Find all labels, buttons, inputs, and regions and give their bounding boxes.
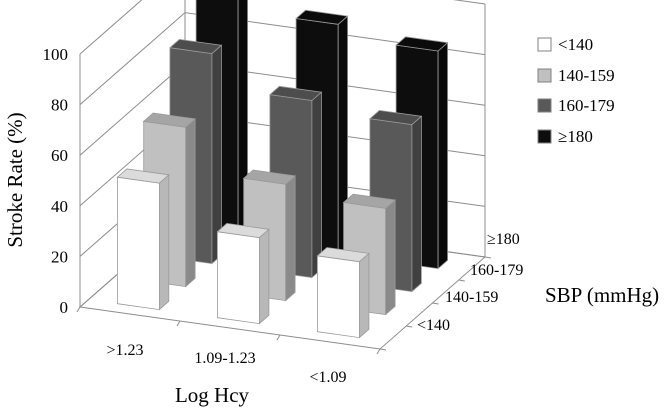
y-tick-label: 100: [43, 45, 69, 64]
legend-label: ≥180: [558, 127, 593, 146]
bar-top: [342, 193, 397, 209]
legend-item: <140: [537, 35, 593, 54]
legend-item: 140-159: [537, 66, 615, 85]
gridline: [79, 0, 486, 55]
x-tick: [176, 320, 181, 327]
x-tick: [276, 334, 281, 341]
y-tick-label: 80: [51, 96, 68, 115]
z-tick: [379, 348, 387, 351]
x-tick-label: 1.09-1.23: [194, 350, 255, 367]
bar: [216, 222, 270, 325]
bar-top: [142, 112, 197, 128]
bar-side: [437, 41, 449, 270]
legend-label: 140-159: [558, 66, 615, 85]
z-tick-label: 140-159: [445, 289, 498, 306]
bar-top: [216, 222, 270, 239]
x-tick-label: >1.23: [106, 342, 143, 359]
z-tick: [432, 302, 439, 305]
z-tick-label: 160-179: [470, 262, 523, 279]
legend-label: 160-179: [558, 96, 615, 115]
bar-side: [411, 115, 422, 293]
bar-top: [295, 9, 349, 25]
bar-top: [268, 85, 323, 101]
z-tick: [484, 256, 492, 259]
x-axis-label: Log Hcy: [175, 383, 250, 407]
legend-label: <140: [558, 35, 593, 54]
legend-swatch: [537, 98, 552, 113]
y-tick-label: 60: [51, 146, 68, 165]
bar-top: [168, 38, 223, 55]
z-tick: [458, 279, 465, 282]
bar-top: [316, 247, 370, 263]
y-tick-label: 20: [51, 247, 68, 266]
y-tick-label: 0: [60, 298, 69, 317]
bar-side: [158, 173, 170, 311]
z-axis-label: SBP (mmHg): [545, 283, 659, 307]
bar-front: [316, 255, 360, 339]
x-tick: [76, 306, 81, 313]
x-axis: >1.23 1.09-1.23 <1.09 Log Hcy: [106, 342, 346, 407]
bars: [116, 0, 449, 339]
y-tick-label: 40: [51, 197, 68, 216]
z-tick-label: <140: [417, 317, 450, 334]
bar-side: [358, 252, 370, 339]
legend-swatch: [537, 37, 552, 52]
bar-top: [395, 36, 449, 52]
z-tick-label: ≥180: [487, 231, 520, 248]
legend-swatch: [537, 129, 552, 144]
bar-side: [311, 91, 322, 279]
y-axis-label: Stroke Rate (%): [3, 112, 27, 247]
legend-item: 160-179: [537, 96, 615, 115]
z-axis: <140 140-159 160-179 ≥180 SBP (mmHg): [417, 231, 659, 334]
bar: [316, 247, 370, 339]
x-tick-label: <1.09: [309, 369, 346, 386]
bar-side: [285, 175, 296, 302]
bar-front: [117, 176, 160, 311]
bar-top: [368, 109, 423, 126]
bar-top: [116, 168, 170, 184]
x-tick: [376, 348, 381, 355]
z-tick: [406, 325, 413, 328]
y-axis: 0 20 40 60 80 100 Stroke Rate (%): [3, 45, 68, 317]
legend-item: ≥180: [537, 127, 593, 146]
legend: <140 140-159 160-179 ≥180: [537, 35, 615, 146]
bar-front: [216, 231, 260, 325]
bar-side: [185, 118, 196, 288]
bar-side: [258, 228, 270, 325]
legend-swatch: [537, 68, 552, 83]
bar-side: [385, 199, 396, 316]
bar: [116, 168, 170, 311]
bar-top: [242, 169, 297, 185]
